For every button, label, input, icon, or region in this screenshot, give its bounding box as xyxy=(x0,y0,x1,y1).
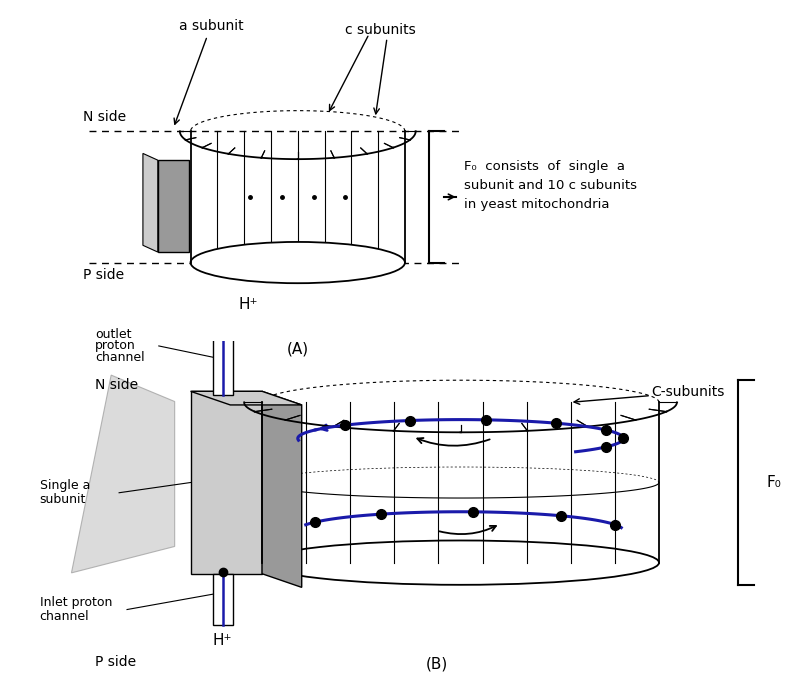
Text: proton: proton xyxy=(95,340,136,353)
FancyBboxPatch shape xyxy=(262,402,659,563)
Text: channel: channel xyxy=(40,610,89,623)
Text: c subunits: c subunits xyxy=(345,23,416,37)
Text: subunit: subunit xyxy=(40,493,86,506)
Ellipse shape xyxy=(191,242,405,283)
Text: P side: P side xyxy=(83,268,125,282)
Text: N side: N side xyxy=(95,379,138,392)
Polygon shape xyxy=(262,391,302,587)
Polygon shape xyxy=(143,153,158,252)
Text: (B): (B) xyxy=(426,657,448,672)
FancyBboxPatch shape xyxy=(213,574,233,625)
Ellipse shape xyxy=(262,540,659,584)
FancyBboxPatch shape xyxy=(213,320,233,395)
FancyBboxPatch shape xyxy=(191,131,405,263)
Polygon shape xyxy=(71,375,175,573)
Text: Single a: Single a xyxy=(40,479,90,492)
Text: Inlet proton: Inlet proton xyxy=(40,596,112,609)
Text: P side: P side xyxy=(95,655,137,668)
Text: (A): (A) xyxy=(287,342,309,356)
FancyBboxPatch shape xyxy=(191,391,262,574)
Text: F₀: F₀ xyxy=(766,475,781,490)
Text: channel: channel xyxy=(95,351,145,364)
FancyBboxPatch shape xyxy=(158,160,189,252)
Polygon shape xyxy=(191,391,302,405)
Text: outlet: outlet xyxy=(95,327,132,340)
Text: N side: N side xyxy=(83,110,126,123)
Text: H⁺: H⁺ xyxy=(238,297,258,312)
Text: C-subunits: C-subunits xyxy=(651,385,724,399)
Text: H⁺: H⁺ xyxy=(213,634,233,649)
Text: a subunit: a subunit xyxy=(174,19,243,124)
Text: F₀  consists  of  single  a
subunit and 10 c subunits
in yeast mitochondria: F₀ consists of single a subunit and 10 c… xyxy=(464,160,638,211)
